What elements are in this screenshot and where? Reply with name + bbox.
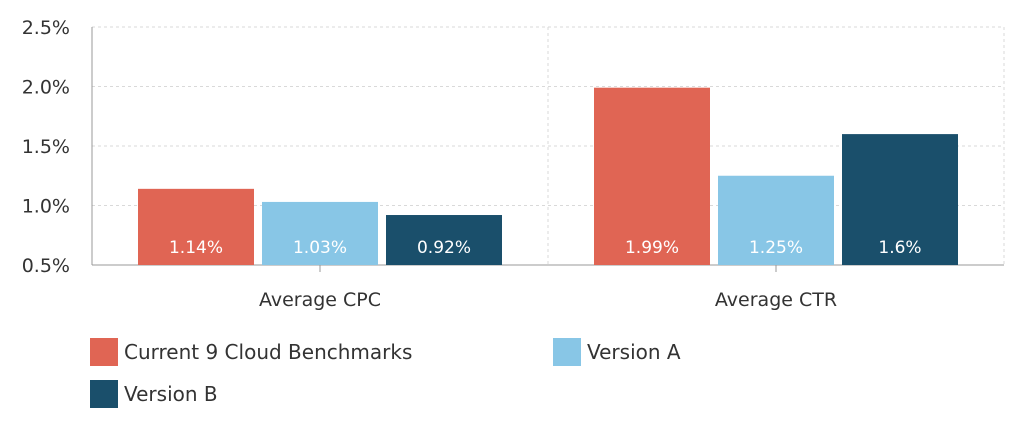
legend-label-current-benchmarks: Current 9 Cloud Benchmarks bbox=[124, 340, 413, 364]
bar-data-label: 0.92% bbox=[417, 238, 471, 258]
bar-data-label: 1.99% bbox=[625, 238, 679, 258]
legend-swatch-version-a bbox=[553, 338, 581, 366]
bar-data-label: 1.25% bbox=[749, 238, 803, 258]
x-category-label: Average CPC bbox=[259, 289, 381, 311]
bar[interactable] bbox=[594, 87, 710, 265]
y-tick-label: 0.5% bbox=[22, 255, 70, 277]
bar[interactable] bbox=[262, 201, 378, 265]
y-tick-label: 1.5% bbox=[22, 136, 70, 158]
bar[interactable] bbox=[386, 215, 502, 265]
data-labels: 1.14% 1.03% 0.92% 1.99% 1.25% 1.6% bbox=[169, 238, 922, 258]
y-tick-label: 1.0% bbox=[22, 196, 70, 218]
legend-label-version-b: Version B bbox=[124, 382, 218, 406]
x-category-label: Average CTR bbox=[715, 289, 837, 311]
legend-item-version-b[interactable]: Version B bbox=[90, 380, 218, 408]
legend-item-version-a[interactable]: Version A bbox=[553, 338, 681, 366]
bar[interactable] bbox=[842, 134, 958, 265]
bar-data-label: 1.14% bbox=[169, 238, 223, 258]
legend-item-current-benchmarks[interactable]: Current 9 Cloud Benchmarks bbox=[90, 338, 412, 366]
legend-label-version-a: Version A bbox=[587, 340, 681, 364]
y-tick-label: 2.0% bbox=[22, 77, 70, 99]
bar-data-label: 1.03% bbox=[293, 238, 347, 258]
legend-swatch-version-b bbox=[90, 380, 118, 408]
bars bbox=[138, 87, 958, 265]
bar[interactable] bbox=[718, 175, 834, 265]
y-tick-label: 2.5% bbox=[22, 17, 70, 39]
bar-data-label: 1.6% bbox=[878, 238, 921, 258]
bar[interactable] bbox=[138, 188, 254, 265]
legend-swatch-current-benchmarks bbox=[90, 338, 118, 366]
